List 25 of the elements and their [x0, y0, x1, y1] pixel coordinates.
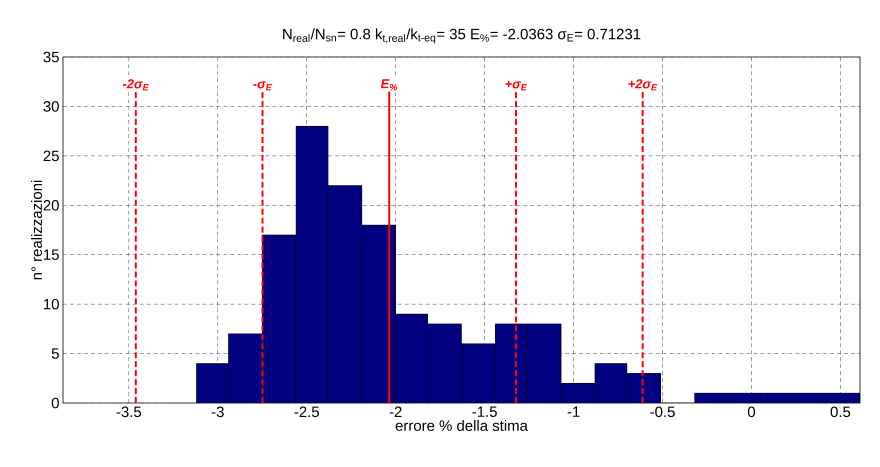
x-tick-label: -0.5	[650, 406, 675, 418]
y-tick-label: 5	[52, 348, 59, 359]
y-tick-label: 0	[52, 398, 59, 408]
x-tick-label: -3	[212, 406, 224, 418]
y-tick-label: 10	[44, 298, 59, 310]
x-tick-label: -1	[568, 406, 580, 417]
x-tick-label: -3.5	[116, 406, 142, 418]
ref-line-label: -2σ$_{E}$	[122, 79, 149, 90]
x-tick-label: 0.5	[830, 406, 850, 418]
y-axis-title: n° realizzazioni	[31, 180, 42, 280]
x-axis-title: errore % della stima	[396, 420, 528, 431]
ref-line-label: -σ$_{E}$	[253, 81, 272, 90]
x-tick-label: -2.5	[294, 406, 319, 418]
y-tick-label: 25	[44, 150, 59, 162]
chart-title: N$_{real}$/N$_{sn}$= 0.8 k$_{t,real}$/k$_{t-eq}$= 35 E$_{%}$= -2.0363 σ$_{E}$= 0.71231	[283, 28, 640, 44]
y-tick-label: 15	[44, 250, 59, 260]
ref-line-label: E$_{%}$	[380, 79, 398, 90]
x-tick-label: -1.5	[472, 406, 497, 417]
ref-line-label: +2σ$_{E}$	[628, 79, 658, 90]
x-tick-label: 0	[748, 406, 756, 418]
y-tick-label: 20	[44, 200, 59, 211]
y-tick-label: 30	[43, 101, 59, 112]
x-tick-label: -2	[390, 406, 402, 417]
y-tick-label: 35	[43, 52, 59, 62]
ref-line-label: +σ$_{E}$	[505, 80, 528, 90]
